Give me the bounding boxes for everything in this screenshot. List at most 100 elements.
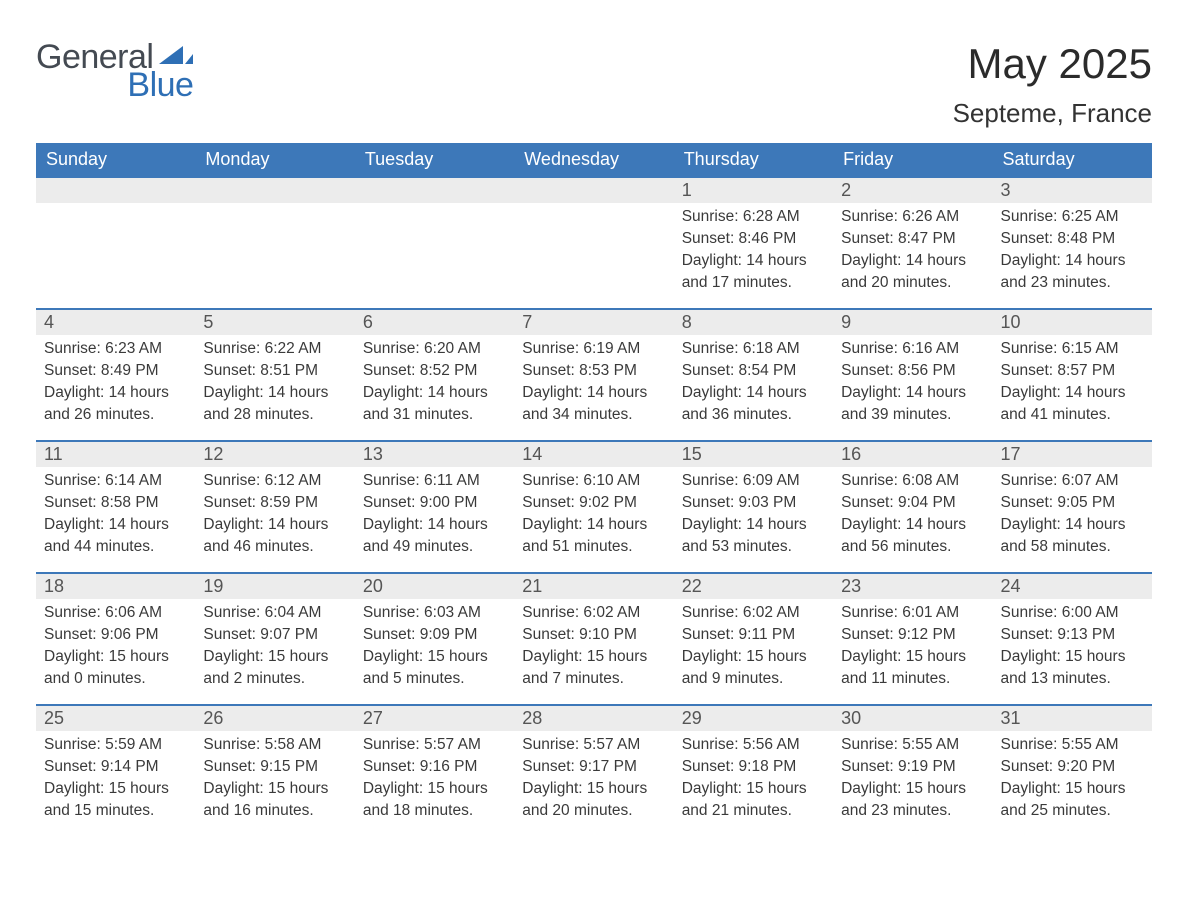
calendar-week-row: 1Sunrise: 6:28 AMSunset: 8:46 PMDaylight…	[36, 176, 1152, 308]
daylight-text-line2: and 31 minutes.	[363, 405, 506, 426]
day-number: 29	[674, 706, 833, 731]
calendar-cell: 11Sunrise: 6:14 AMSunset: 8:58 PMDayligh…	[36, 440, 195, 572]
day-wrap: 4Sunrise: 6:23 AMSunset: 8:49 PMDaylight…	[36, 308, 195, 435]
sunset-text: Sunset: 9:09 PM	[363, 625, 506, 646]
daylight-text-line2: and 36 minutes.	[682, 405, 825, 426]
day-wrap: 2Sunrise: 6:26 AMSunset: 8:47 PMDaylight…	[833, 176, 992, 303]
day-details: Sunrise: 6:20 AMSunset: 8:52 PMDaylight:…	[355, 335, 514, 435]
day-wrap: 21Sunrise: 6:02 AMSunset: 9:10 PMDayligh…	[514, 572, 673, 699]
calendar-week-row: 18Sunrise: 6:06 AMSunset: 9:06 PMDayligh…	[36, 572, 1152, 704]
sunset-text: Sunset: 9:05 PM	[1001, 493, 1144, 514]
daylight-text-line1: Daylight: 15 hours	[841, 779, 984, 800]
day-details: Sunrise: 6:02 AMSunset: 9:10 PMDaylight:…	[514, 599, 673, 699]
day-details: Sunrise: 6:10 AMSunset: 9:02 PMDaylight:…	[514, 467, 673, 567]
sunrise-text: Sunrise: 6:18 AM	[682, 339, 825, 360]
day-wrap: 9Sunrise: 6:16 AMSunset: 8:56 PMDaylight…	[833, 308, 992, 435]
day-number: 31	[993, 706, 1152, 731]
logo-triangle-icon	[159, 44, 193, 68]
title-block: May 2025 Septeme, France	[953, 40, 1152, 129]
calendar-cell: 25Sunrise: 5:59 AMSunset: 9:14 PMDayligh…	[36, 704, 195, 836]
day-number: 27	[355, 706, 514, 731]
sunrise-text: Sunrise: 6:02 AM	[522, 603, 665, 624]
daylight-text-line1: Daylight: 14 hours	[1001, 383, 1144, 404]
day-number: 6	[355, 310, 514, 335]
sunrise-text: Sunrise: 6:03 AM	[363, 603, 506, 624]
daylight-text-line2: and 23 minutes.	[841, 801, 984, 822]
day-details: Sunrise: 6:23 AMSunset: 8:49 PMDaylight:…	[36, 335, 195, 435]
day-details: Sunrise: 5:57 AMSunset: 9:16 PMDaylight:…	[355, 731, 514, 831]
day-wrap: 10Sunrise: 6:15 AMSunset: 8:57 PMDayligh…	[993, 308, 1152, 435]
daylight-text-line1: Daylight: 15 hours	[682, 647, 825, 668]
day-details: Sunrise: 5:57 AMSunset: 9:17 PMDaylight:…	[514, 731, 673, 831]
calendar-cell: 8Sunrise: 6:18 AMSunset: 8:54 PMDaylight…	[674, 308, 833, 440]
daylight-text-line1: Daylight: 15 hours	[1001, 779, 1144, 800]
daylight-text-line1: Daylight: 15 hours	[363, 779, 506, 800]
location-label: Septeme, France	[953, 98, 1152, 129]
day-wrap: 14Sunrise: 6:10 AMSunset: 9:02 PMDayligh…	[514, 440, 673, 567]
day-number: 18	[36, 574, 195, 599]
day-wrap: 26Sunrise: 5:58 AMSunset: 9:15 PMDayligh…	[195, 704, 354, 831]
daylight-text-line1: Daylight: 14 hours	[682, 251, 825, 272]
daylight-text-line2: and 20 minutes.	[841, 273, 984, 294]
daylight-text-line1: Daylight: 14 hours	[841, 251, 984, 272]
empty-day-strip	[355, 178, 514, 203]
sunrise-text: Sunrise: 6:10 AM	[522, 471, 665, 492]
daylight-text-line2: and 34 minutes.	[522, 405, 665, 426]
daylight-text-line2: and 28 minutes.	[203, 405, 346, 426]
sunrise-text: Sunrise: 6:15 AM	[1001, 339, 1144, 360]
sunrise-text: Sunrise: 5:58 AM	[203, 735, 346, 756]
sunset-text: Sunset: 9:06 PM	[44, 625, 187, 646]
daylight-text-line2: and 2 minutes.	[203, 669, 346, 690]
calendar-cell	[195, 176, 354, 308]
daylight-text-line1: Daylight: 14 hours	[841, 383, 984, 404]
daylight-text-line1: Daylight: 14 hours	[1001, 515, 1144, 536]
day-wrap: 3Sunrise: 6:25 AMSunset: 8:48 PMDaylight…	[993, 176, 1152, 303]
day-wrap: 16Sunrise: 6:08 AMSunset: 9:04 PMDayligh…	[833, 440, 992, 567]
calendar-week-row: 4Sunrise: 6:23 AMSunset: 8:49 PMDaylight…	[36, 308, 1152, 440]
day-wrap: 31Sunrise: 5:55 AMSunset: 9:20 PMDayligh…	[993, 704, 1152, 831]
calendar-cell: 3Sunrise: 6:25 AMSunset: 8:48 PMDaylight…	[993, 176, 1152, 308]
daylight-text-line2: and 53 minutes.	[682, 537, 825, 558]
day-details: Sunrise: 6:01 AMSunset: 9:12 PMDaylight:…	[833, 599, 992, 699]
day-number: 16	[833, 442, 992, 467]
sunset-text: Sunset: 8:51 PM	[203, 361, 346, 382]
weekday-header: Friday	[833, 143, 992, 176]
empty-day-strip	[36, 178, 195, 203]
day-number: 14	[514, 442, 673, 467]
daylight-text-line2: and 58 minutes.	[1001, 537, 1144, 558]
day-details: Sunrise: 6:08 AMSunset: 9:04 PMDaylight:…	[833, 467, 992, 567]
sunrise-text: Sunrise: 6:09 AM	[682, 471, 825, 492]
daylight-text-line2: and 11 minutes.	[841, 669, 984, 690]
calendar-cell: 21Sunrise: 6:02 AMSunset: 9:10 PMDayligh…	[514, 572, 673, 704]
day-number: 3	[993, 178, 1152, 203]
sunrise-text: Sunrise: 6:22 AM	[203, 339, 346, 360]
day-wrap: 1Sunrise: 6:28 AMSunset: 8:46 PMDaylight…	[674, 176, 833, 303]
day-wrap: 6Sunrise: 6:20 AMSunset: 8:52 PMDaylight…	[355, 308, 514, 435]
sunrise-text: Sunrise: 6:08 AM	[841, 471, 984, 492]
sunrise-text: Sunrise: 6:19 AM	[522, 339, 665, 360]
day-details: Sunrise: 6:18 AMSunset: 8:54 PMDaylight:…	[674, 335, 833, 435]
sunrise-text: Sunrise: 6:00 AM	[1001, 603, 1144, 624]
daylight-text-line2: and 7 minutes.	[522, 669, 665, 690]
sunset-text: Sunset: 9:10 PM	[522, 625, 665, 646]
logo-word-blue: Blue	[36, 68, 193, 102]
sunrise-text: Sunrise: 6:11 AM	[363, 471, 506, 492]
sunset-text: Sunset: 9:14 PM	[44, 757, 187, 778]
calendar-cell: 24Sunrise: 6:00 AMSunset: 9:13 PMDayligh…	[993, 572, 1152, 704]
calendar-cell: 28Sunrise: 5:57 AMSunset: 9:17 PMDayligh…	[514, 704, 673, 836]
day-details: Sunrise: 5:58 AMSunset: 9:15 PMDaylight:…	[195, 731, 354, 831]
calendar-cell: 10Sunrise: 6:15 AMSunset: 8:57 PMDayligh…	[993, 308, 1152, 440]
day-number: 2	[833, 178, 992, 203]
sunrise-text: Sunrise: 5:55 AM	[1001, 735, 1144, 756]
day-details: Sunrise: 6:22 AMSunset: 8:51 PMDaylight:…	[195, 335, 354, 435]
day-number: 4	[36, 310, 195, 335]
day-wrap: 17Sunrise: 6:07 AMSunset: 9:05 PMDayligh…	[993, 440, 1152, 567]
calendar-cell: 30Sunrise: 5:55 AMSunset: 9:19 PMDayligh…	[833, 704, 992, 836]
day-number: 11	[36, 442, 195, 467]
calendar-cell: 23Sunrise: 6:01 AMSunset: 9:12 PMDayligh…	[833, 572, 992, 704]
day-details: Sunrise: 6:12 AMSunset: 8:59 PMDaylight:…	[195, 467, 354, 567]
calendar-week-row: 11Sunrise: 6:14 AMSunset: 8:58 PMDayligh…	[36, 440, 1152, 572]
sunrise-text: Sunrise: 6:12 AM	[203, 471, 346, 492]
sunrise-text: Sunrise: 5:56 AM	[682, 735, 825, 756]
day-number: 1	[674, 178, 833, 203]
